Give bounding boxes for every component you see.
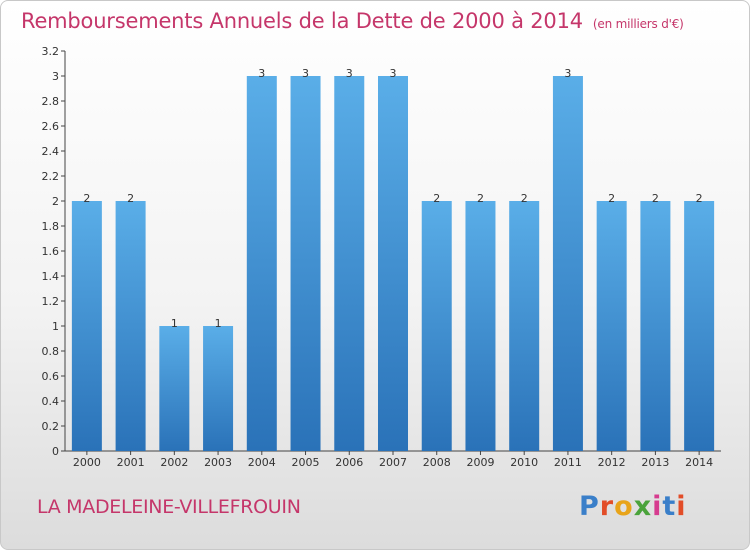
bar-value-label: 2	[608, 192, 615, 205]
x-tick-label: 2004	[248, 456, 276, 469]
bar-value-label: 3	[390, 67, 397, 80]
bar-value-label: 1	[171, 317, 178, 330]
logo-letter: i	[652, 491, 663, 522]
bar	[71, 201, 102, 451]
x-tick-label: 2008	[423, 456, 451, 469]
y-tick-label: 2.8	[42, 95, 60, 108]
bar	[684, 201, 715, 451]
bar-value-label: 2	[477, 192, 484, 205]
logo-letter: i	[676, 491, 687, 522]
bar	[596, 201, 627, 451]
bar-value-label: 3	[258, 67, 265, 80]
bar	[290, 76, 321, 451]
y-tick-label: 1.6	[42, 245, 60, 258]
y-tick-label: 1.8	[42, 220, 60, 233]
y-tick-label: 0.4	[42, 395, 60, 408]
y-tick-label: 1.2	[42, 295, 60, 308]
logo-letter: P	[579, 491, 600, 522]
bar-value-label: 2	[83, 192, 90, 205]
y-tick-label: 2.4	[42, 145, 60, 158]
bar	[159, 326, 190, 451]
bar-value-label: 2	[696, 192, 703, 205]
bar	[640, 201, 671, 451]
bar	[115, 201, 146, 451]
x-tick-label: 2000	[73, 456, 101, 469]
logo-letter: t	[662, 491, 677, 522]
y-tick-label: 2	[52, 195, 59, 208]
bar	[378, 76, 408, 451]
x-tick-label: 2009	[466, 456, 494, 469]
bar	[465, 201, 496, 451]
proxiti-logo[interactable]: Proxiti	[579, 491, 687, 522]
y-tick-label: 0.8	[42, 345, 60, 358]
place-name: LA MADELEINE-VILLEFROUIN	[37, 496, 301, 518]
y-tick-label: 0.2	[42, 420, 60, 433]
y-tick-label: 1.4	[42, 270, 60, 283]
bar-value-label: 3	[302, 67, 309, 80]
bar	[334, 76, 365, 451]
x-tick-label: 2014	[685, 456, 713, 469]
y-tick-label: 3.2	[42, 45, 60, 58]
chart-title: Remboursements Annuels de la Dette de 20…	[21, 9, 684, 33]
x-tick-label: 2005	[292, 456, 320, 469]
y-tick-label: 2.2	[42, 170, 60, 183]
logo-letter: r	[599, 491, 615, 522]
y-tick-label: 1	[52, 320, 59, 333]
chart-axes: 0 0.2 0.4 0.6 0.8 1 1.2 1.4 1.6 1.8 2 2.2 2.4 2.6 2.8 3…	[42, 45, 721, 469]
bar-value-label: 2	[652, 192, 659, 205]
chart-bars: 2 2 1 1 3 3 3 3 2 2 2 3 2 2 2	[71, 67, 715, 451]
bar	[552, 76, 583, 451]
x-tick-label: 2011	[554, 456, 582, 469]
logo-letter: o	[614, 491, 634, 522]
y-tick-label: 0.6	[42, 370, 60, 383]
y-tick-label: 0	[52, 445, 59, 458]
y-tick-label: 3	[52, 70, 59, 83]
x-tick-label: 2012	[598, 456, 626, 469]
x-tick-label: 2013	[641, 456, 669, 469]
x-tick-label: 2007	[379, 456, 407, 469]
bar-value-label: 3	[564, 67, 571, 80]
bar-value-label: 2	[127, 192, 134, 205]
x-tick-label: 2010	[510, 456, 538, 469]
logo-letter: x	[633, 491, 653, 522]
bar-value-label: 3	[346, 67, 353, 80]
x-tick-label: 2002	[160, 456, 188, 469]
x-tick-label: 2006	[335, 456, 363, 469]
bar-value-label: 1	[215, 317, 222, 330]
chart-title-text: Remboursements Annuels de la Dette de 20…	[21, 9, 583, 33]
x-tick-label: 2003	[204, 456, 232, 469]
x-tick-label: 2001	[117, 456, 145, 469]
chart-unit-subtitle: (en milliers d'€)	[592, 17, 684, 31]
bar	[509, 201, 540, 451]
bar	[421, 201, 452, 451]
bar-value-label: 2	[521, 192, 528, 205]
bar	[246, 76, 277, 451]
bar	[203, 326, 234, 451]
y-tick-label: 2.6	[42, 120, 60, 133]
bar-value-label: 2	[433, 192, 440, 205]
